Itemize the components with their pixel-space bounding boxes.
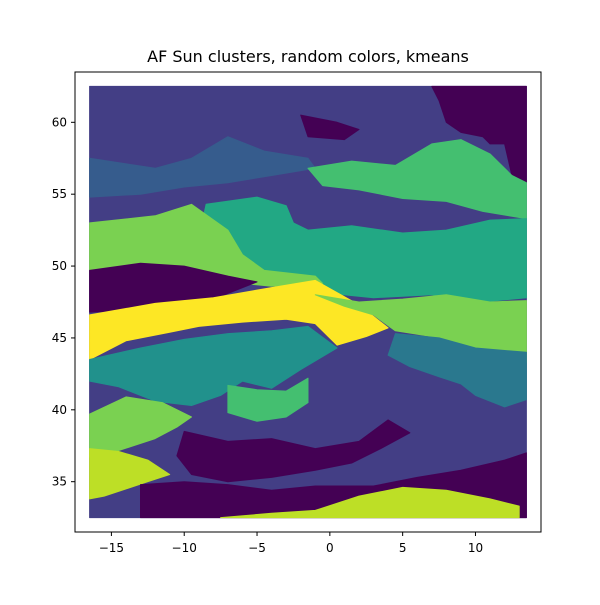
cluster-region-12: [89, 448, 171, 500]
y-tick-label: 45: [52, 331, 67, 345]
x-axis: −15 −10 −5 0 5 10: [99, 532, 483, 555]
cluster-region-17: [387, 333, 527, 408]
chart-title: AF Sun clusters, random colors, kmeans: [147, 47, 469, 66]
y-tick-label: 50: [52, 259, 67, 273]
x-tick-label: 5: [399, 541, 407, 555]
x-tick-label: 0: [326, 541, 334, 555]
cluster-region-14: [176, 419, 411, 483]
y-tick-label: 55: [52, 187, 67, 201]
cluster-region-16: [220, 486, 520, 519]
x-tick-label: 10: [468, 541, 483, 555]
x-tick-label: −10: [172, 541, 197, 555]
cluster-region-8: [89, 279, 389, 360]
y-axis: 35 40 45 50 55 60: [52, 115, 75, 489]
cluster-region-1: [431, 85, 527, 184]
x-tick-label: −5: [248, 541, 266, 555]
cluster-region-13: [227, 377, 309, 422]
y-tick-label: 40: [52, 403, 67, 417]
x-tick-label: −15: [99, 541, 124, 555]
cluster-region-3: [300, 114, 360, 141]
cluster-region-10: [89, 325, 338, 406]
y-tick-label: 60: [52, 115, 67, 129]
y-tick-label: 35: [52, 475, 67, 489]
cluster-region-4: [307, 139, 527, 220]
plot-frame: [74, 71, 542, 533]
cluster-regions: [89, 85, 527, 519]
